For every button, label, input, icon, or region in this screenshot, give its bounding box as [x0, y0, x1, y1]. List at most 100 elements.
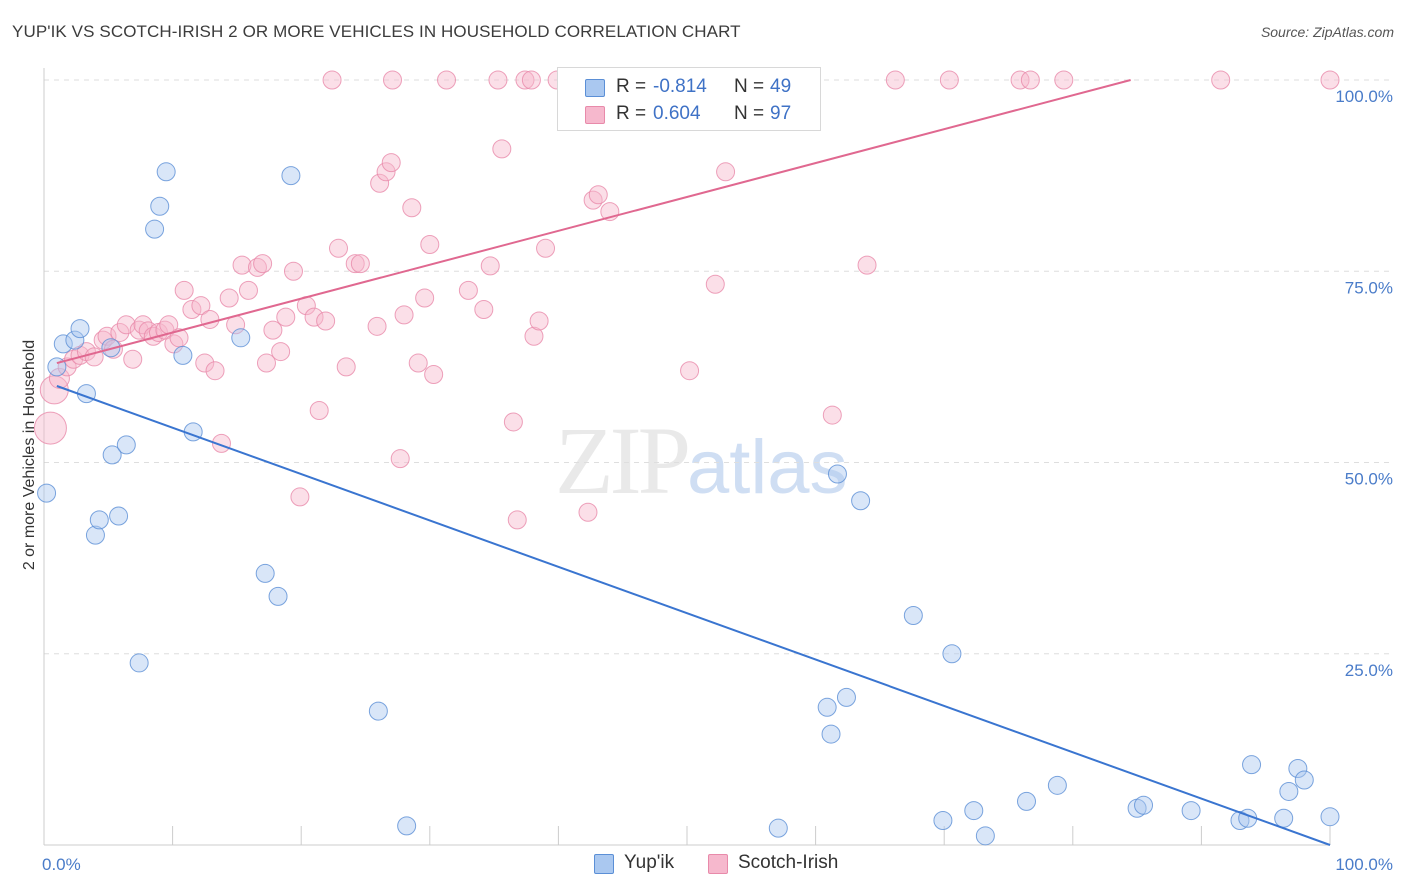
- scotch-irish-point-28: [205, 361, 225, 381]
- yupik-point-29: [821, 724, 841, 744]
- scotch-irish-point-88: [1010, 70, 1030, 90]
- yupik-point-23: [397, 816, 417, 836]
- scotch-irish-point-50: [350, 254, 370, 274]
- yupik-point-12: [129, 653, 149, 673]
- yupik-point-22: [368, 701, 388, 721]
- scotch-irish-point-45: [316, 311, 336, 331]
- yupik-point-49: [1294, 770, 1314, 790]
- scotch-irish-point-26: [195, 353, 215, 373]
- scotch-irish-point-87: [885, 70, 905, 90]
- yupik-point-15: [156, 162, 176, 182]
- yupik-point-8: [102, 445, 122, 465]
- scotch-irish-point-77: [578, 502, 598, 522]
- yupik-point-28: [817, 697, 837, 717]
- scotch-irish-point-23: [174, 280, 194, 300]
- yupik-point-32: [851, 491, 871, 511]
- scotch-irish-point-61: [424, 365, 444, 385]
- yupik-point-42: [1181, 801, 1201, 821]
- scotch-irish-point-52: [370, 173, 390, 193]
- scotch-irish-point-64: [474, 300, 494, 319]
- y-tick-label-50: 50.0%: [1345, 470, 1393, 489]
- scotch-irish-point-85: [822, 405, 842, 425]
- scotch-irish-point-79: [588, 185, 608, 205]
- legend-row-yupik: R = -0.814 N = 49: [558, 74, 820, 102]
- yupik-point-0: [37, 483, 57, 503]
- scotch-irish-point-56: [394, 305, 414, 325]
- yupik-point-47: [1279, 781, 1299, 801]
- bottom-legend-label-scotch-irish: Scotch-Irish: [738, 852, 839, 873]
- legend-r-label: R =: [616, 103, 647, 124]
- scotch-irish-point-58: [408, 353, 428, 373]
- yupik-point-48: [1288, 759, 1308, 778]
- scotch-irish-point-60: [420, 234, 440, 254]
- yupik-point-19: [255, 563, 275, 583]
- yupik-point-9: [109, 506, 129, 526]
- yupik-point-38: [1017, 791, 1037, 811]
- bottom-legend-swatch-scotch-irish: [708, 854, 728, 874]
- legend-n-value: 49: [770, 76, 792, 97]
- scotch-irish-point-70: [515, 70, 535, 90]
- bottom-legend-swatch-yupik: [594, 854, 614, 874]
- yupik-point-35: [942, 644, 962, 664]
- chart-title: YUP'IK VS SCOTCH-IRISH 2 OR MORE VEHICLE…: [12, 22, 741, 41]
- legend-r-value: 0.604: [653, 103, 701, 124]
- legend-swatch-scotch-irish: [585, 106, 605, 124]
- scotch-irish-point-73: [529, 311, 549, 331]
- yupik-point-6: [85, 525, 105, 545]
- scotch-irish-point-27: [200, 309, 220, 329]
- scotch-irish-point-83: [716, 162, 736, 182]
- scotch-irish-point-55: [390, 449, 410, 469]
- yupik-point-2: [53, 334, 73, 354]
- yupik-point-14: [150, 196, 170, 216]
- yupik-point-33: [903, 606, 923, 625]
- scotch-irish-point-68: [503, 412, 523, 432]
- scotch-irish-trend-line: [56, 79, 1131, 365]
- scotch-irish-point-78: [583, 190, 603, 210]
- yupik-point-11: [101, 338, 121, 358]
- scotch-irish-point-82: [705, 274, 725, 294]
- x-tick-label-max: 100.0%: [1335, 855, 1393, 874]
- y-tick-label-100: 100.0%: [1335, 87, 1393, 106]
- legend-row-scotch-irish: R = 0.604 N = 97: [558, 101, 820, 129]
- scotch-irish-point-46: [322, 70, 342, 90]
- scotch-irish-point-12: [116, 315, 136, 335]
- yupik-point-37: [975, 826, 995, 846]
- yupik-point-18: [231, 328, 251, 348]
- scotch-irish-point-32: [232, 255, 252, 275]
- yupik-point-27: [768, 818, 788, 838]
- yupik-point-7: [89, 510, 109, 530]
- scotch-irish-point-54: [381, 153, 401, 173]
- scotch-irish-point-11: [110, 322, 130, 342]
- yupik-point-21: [281, 166, 301, 186]
- legend-r-value: -0.814: [653, 76, 707, 97]
- scotch-irish-point-95: [383, 70, 403, 90]
- scotch-irish-point-34: [247, 257, 267, 277]
- source-label: Source: ZipAtlas.com: [1260, 24, 1394, 40]
- yupik-point-39: [1047, 775, 1067, 795]
- scotch-irish-point-57: [402, 198, 422, 218]
- scotch-irish-point-51: [367, 316, 387, 336]
- yupik-point-41: [1134, 795, 1154, 815]
- scotch-irish-point-0: [33, 411, 67, 445]
- scotch-irish-point-63: [458, 280, 478, 300]
- yupik-point-3: [65, 330, 85, 350]
- scotch-irish-point-49: [345, 254, 365, 274]
- scotch-irish-point-33: [238, 280, 258, 300]
- scotch-irish-point-13: [123, 349, 143, 369]
- scotch-irish-point-91: [1211, 70, 1231, 90]
- scotch-irish-point-44: [309, 400, 329, 420]
- scotch-irish-point-41: [290, 487, 310, 507]
- scotch-irish-point-43: [304, 307, 324, 327]
- scotch-irish-point-81: [680, 361, 700, 381]
- legend-n-label: N =: [734, 103, 765, 124]
- yupik-trend-line: [56, 385, 1331, 846]
- scotch-irish-point-89: [1020, 70, 1040, 90]
- scotch-irish-point-2: [48, 367, 70, 389]
- scotch-irish-point-65: [480, 256, 500, 276]
- yupik-point-50: [1320, 807, 1340, 827]
- yupik-point-13: [145, 219, 165, 239]
- scotch-irish-point-25: [191, 296, 211, 316]
- yupik-point-45: [1242, 755, 1262, 775]
- yupik-point-10: [116, 435, 136, 455]
